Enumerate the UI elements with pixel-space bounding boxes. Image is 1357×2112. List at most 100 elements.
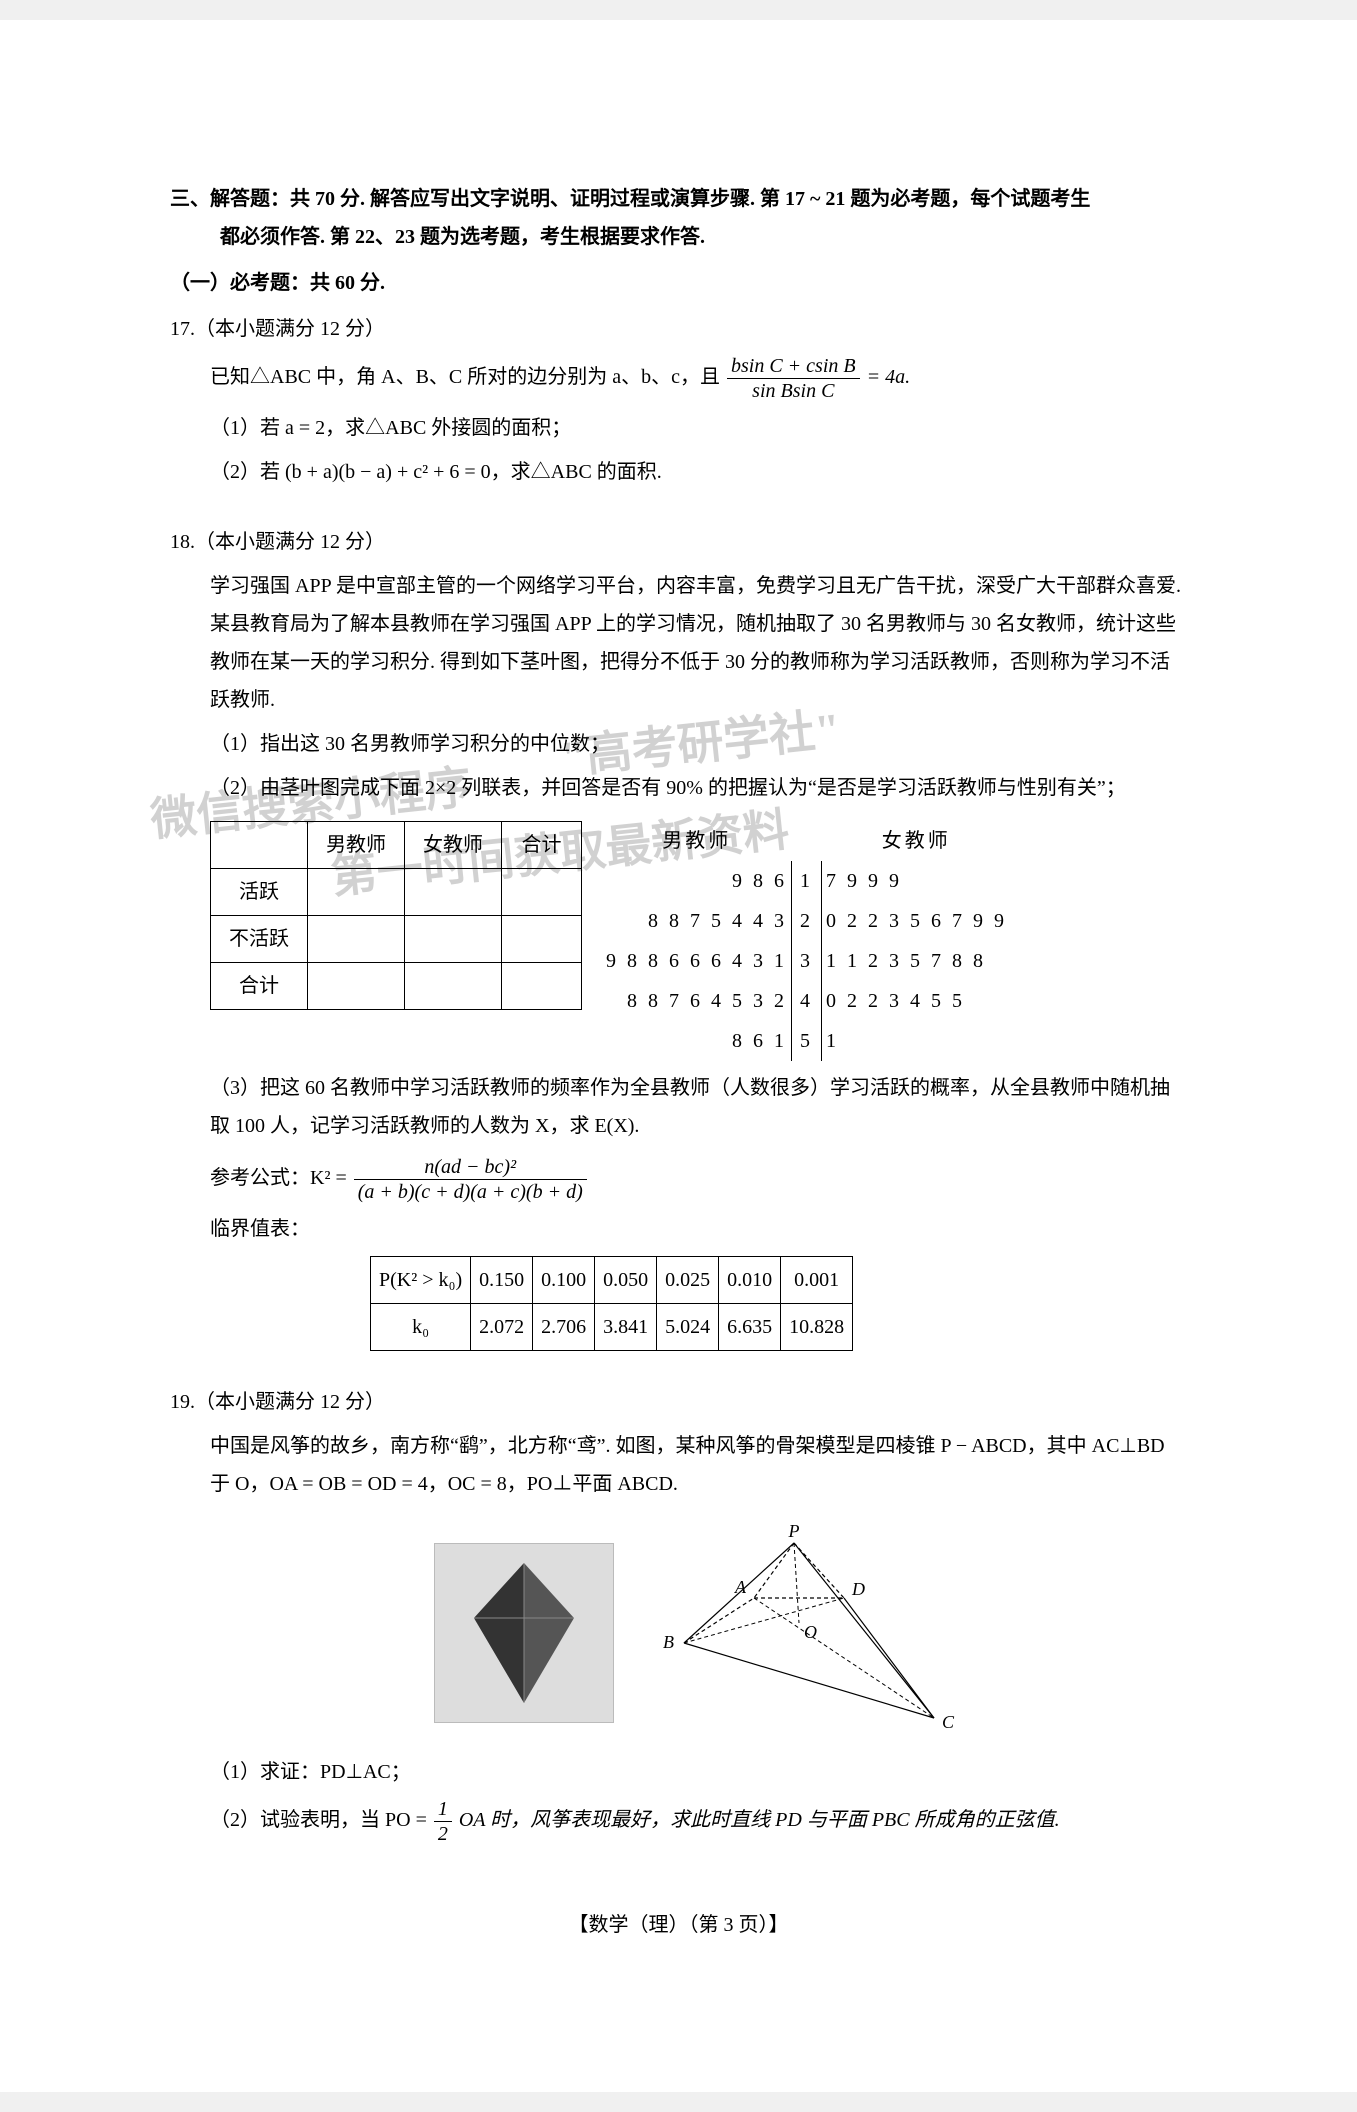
problem-19-head: 19.（本小题满分 12 分） [170,1383,1187,1421]
q19-sub2-suffix: OA 时，风筝表现最好，求此时直线 PD 与平面 PBC 所成角的正弦值. [459,1809,1060,1831]
sl-cell: 2 [792,901,822,941]
sl-cell: 4 [792,981,822,1021]
sl-cell: 7 9 9 9 [822,861,1012,901]
page-footer: 【数学（理）（第 3 页）】 [170,1906,1187,1944]
critical-value-table: P(K² > k₀) 0.150 0.100 0.050 0.025 0.010… [370,1256,853,1351]
table-cell: 6.635 [719,1304,781,1351]
sl-cell: 9 8 6 [602,861,792,901]
table-cell: 0.100 [533,1257,595,1304]
q17-intro-prefix: 已知△ABC 中，角 A、B、C 所对的边分别为 a、b、c，且 [210,366,720,388]
table-cell [308,869,405,916]
table-row: 9 8 617 9 9 9 [602,861,1011,901]
table-row: P(K² > k₀) 0.150 0.100 0.050 0.025 0.010… [371,1257,853,1304]
table-cell: 合计 [211,963,308,1010]
pyramid-diagram: P A B C D O [644,1523,964,1743]
q17-frac-den: sin Bsin C [727,379,860,403]
table-row: 8 8 7 6 4 5 3 240 2 2 3 4 5 5 [602,981,1011,1021]
table-cell: 不活跃 [211,916,308,963]
sl-cell: 0 2 2 3 5 6 7 9 9 [822,901,1012,941]
sl-cell: 1 [792,861,822,901]
problem-18-head: 18.（本小题满分 12 分） [170,523,1187,561]
sl-cell: 8 8 7 6 4 5 3 2 [602,981,792,1021]
table-cell [405,869,502,916]
crit-label: 临界值表： [210,1210,1187,1248]
table-cell: 合计 [502,822,582,869]
stem-leaf-plot: 男教师 女教师 9 8 617 9 9 9 8 8 7 5 4 4 320 2 … [602,821,1011,1061]
table-cell [502,963,582,1010]
label-P: P [787,1523,799,1541]
sl-cell: 8 8 7 5 4 4 3 [602,901,792,941]
q18-tables-row: 男教师 女教师 合计 活跃 不活跃 合计 [210,813,1187,1069]
q19-sub2-frac: 1 2 [434,1797,452,1846]
table-cell: 10.828 [781,1304,853,1351]
table-cell: 0.025 [657,1257,719,1304]
table-cell: 3.841 [595,1304,657,1351]
q17-intro: 已知△ABC 中，角 A、B、C 所对的边分别为 a、b、c，且 bsin C … [210,354,1187,403]
label-B: B [663,1632,674,1652]
q19-sub2-den: 2 [434,1822,452,1846]
contingency-table: 男教师 女教师 合计 活跃 不活跃 合计 [210,821,582,1010]
table-row: 8 6 151 [602,1021,1011,1061]
q17-intro-suffix: = 4a. [867,366,911,388]
table-cell [502,869,582,916]
table-cell: 2.706 [533,1304,595,1351]
table-row: 9 8 8 6 6 6 4 3 131 1 2 3 5 7 8 8 [602,941,1011,981]
sl-cell: 3 [792,941,822,981]
table-row: 8 8 7 5 4 4 320 2 2 3 5 6 7 9 9 [602,901,1011,941]
label-O: O [804,1622,817,1642]
table-cell: 0.150 [471,1257,533,1304]
table-cell [405,916,502,963]
q18-formula-label: 参考公式：K² = [210,1167,347,1189]
table-row: k₀ 2.072 2.706 3.841 5.024 6.635 10.828 [371,1304,853,1351]
problem-17: 17.（本小题满分 12 分） 已知△ABC 中，角 A、B、C 所对的边分别为… [170,310,1187,491]
section-heading: 三、解答题：共 70 分. 解答应写出文字说明、证明过程或演算步骤. 第 17 … [170,180,1187,256]
sl-cell: 5 [792,1021,822,1061]
table-cell: k₀ [371,1304,471,1351]
k2-fraction: n(ad − bc)² (a + b)(c + d)(a + c)(b + d) [354,1155,587,1204]
sl-cell: 1 [822,1021,1012,1061]
table-cell [308,916,405,963]
section-heading-line1: 三、解答题：共 70 分. 解答应写出文字说明、证明过程或演算步骤. 第 17 … [170,180,1187,218]
exam-page: 三、解答题：共 70 分. 解答应写出文字说明、证明过程或演算步骤. 第 17 … [0,20,1357,2092]
q18-sub3: （3）把这 60 名教师中学习活跃教师的频率作为全县教师（人数很多）学习活跃的概… [210,1069,1187,1145]
problem-19: 19.（本小题满分 12 分） 中国是风筝的故乡，南方称“鹞”，北方称“鸢”. … [170,1383,1187,1846]
table-cell: 0.001 [781,1257,853,1304]
table-cell [405,963,502,1010]
kite-icon [474,1563,574,1703]
q19-sub2-prefix: （2）试验表明，当 PO = [210,1809,427,1831]
subsection-heading: （一）必考题：共 60 分. [170,264,1187,302]
k2-num: n(ad − bc)² [354,1155,587,1180]
stemleaf-header-right: 女教师 [822,821,1012,861]
sl-cell: 0 2 2 3 4 5 5 [822,981,1012,1021]
stemleaf-header-left: 男教师 [602,821,792,861]
table-cell [308,963,405,1010]
table-cell: 2.072 [471,1304,533,1351]
q17-sub1: （1）若 a = 2，求△ABC 外接圆的面积； [210,409,1187,447]
problem-17-head: 17.（本小题满分 12 分） [170,310,1187,348]
q18-p1: 学习强国 APP 是中宣部主管的一个网络学习平台，内容丰富，免费学习且无广告干扰… [210,567,1187,719]
label-D: D [851,1579,865,1599]
table-row: 男教师 女教师 [602,821,1011,861]
table-row: 活跃 [211,869,582,916]
q17-frac-num: bsin C + csin B [727,354,860,379]
sl-cell: 1 1 2 3 5 7 8 8 [822,941,1012,981]
q19-sub1: （1）求证：PD⊥AC； [210,1753,1187,1791]
q17-fraction: bsin C + csin B sin Bsin C [727,354,860,403]
label-C: C [942,1712,955,1732]
label-A: A [734,1577,747,1597]
table-cell: P(K² > k₀) [371,1257,471,1304]
table-cell: 女教师 [405,822,502,869]
table-row: 不活跃 [211,916,582,963]
table-cell: 0.010 [719,1257,781,1304]
q17-sub2: （2）若 (b + a)(b − a) + c² + 6 = 0，求△ABC 的… [210,453,1187,491]
sl-cell: 9 8 8 6 6 6 4 3 1 [602,941,792,981]
q18-formula-ref: 参考公式：K² = n(ad − bc)² (a + b)(c + d)(a +… [210,1155,1187,1204]
kite-photo [434,1543,614,1723]
problem-18: 18.（本小题满分 12 分） 学习强国 APP 是中宣部主管的一个网络学习平台… [170,523,1187,1351]
q18-sub1: （1）指出这 30 名男教师学习积分的中位数； [210,725,1187,763]
table-cell [211,822,308,869]
table-row: 男教师 女教师 合计 [211,822,582,869]
table-cell: 0.050 [595,1257,657,1304]
q19-sub2: （2）试验表明，当 PO = 1 2 OA 时，风筝表现最好，求此时直线 PD … [210,1797,1187,1846]
sl-cell: 8 6 1 [602,1021,792,1061]
